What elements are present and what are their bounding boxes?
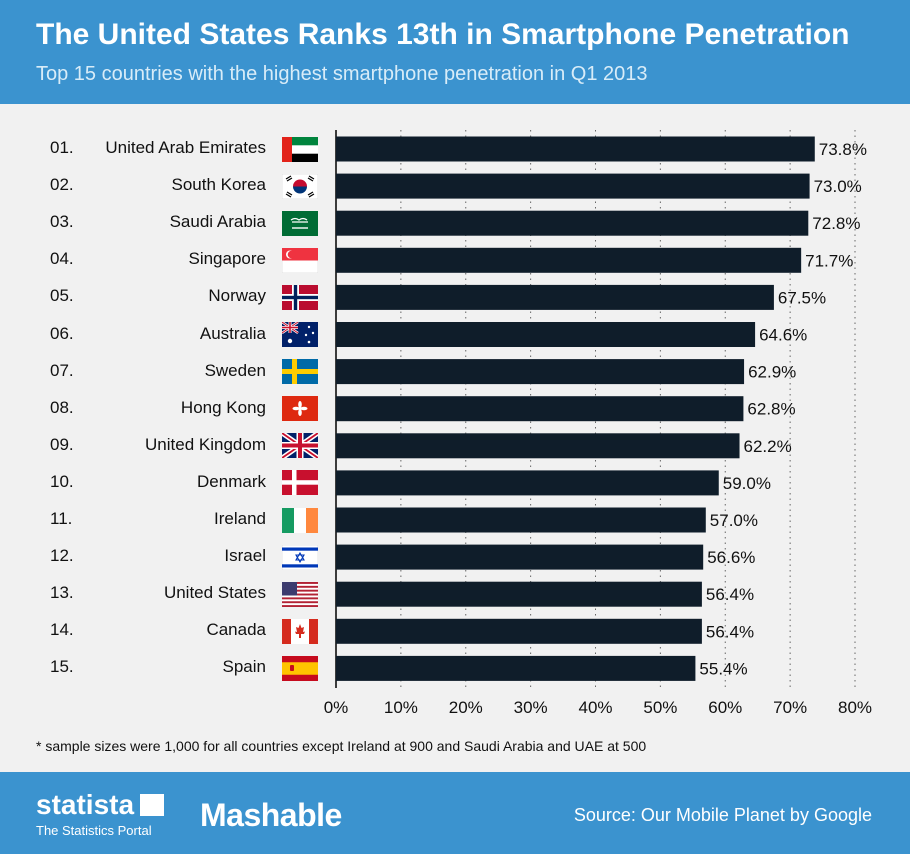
rank-label: 15.	[50, 657, 74, 677]
rank-label: 06.	[50, 323, 74, 343]
rank-label: 08.	[50, 397, 74, 417]
bar-2	[336, 173, 810, 199]
header-banner: The United States Ranks 13th in Smartpho…	[0, 0, 910, 104]
value-label-8: 62.8%	[747, 400, 795, 419]
country-label: Singapore	[188, 249, 266, 269]
bar-7	[336, 359, 745, 385]
bar-6	[336, 322, 756, 347]
tick-label-60: 60%	[708, 698, 742, 717]
rank-label: 11.	[50, 509, 73, 528]
australia-flag-icon	[281, 320, 318, 347]
country-label: South Korea	[171, 175, 266, 195]
bar-3	[336, 210, 809, 236]
statista-tagline: The Statistics Portal	[36, 823, 152, 838]
value-label-10: 59.0%	[723, 474, 771, 493]
rank-label: 04.	[50, 249, 74, 269]
source-note: Source: Our Mobile Planet by Google	[573, 805, 872, 825]
chart-subtitle: Top 15 countries with the highest smartp…	[36, 63, 648, 85]
value-label-11: 57.0%	[710, 511, 758, 530]
chart-title: The United States Ranks 13th in Smartpho…	[36, 18, 850, 51]
bar-9	[336, 433, 740, 459]
rank-label: 07.	[50, 360, 74, 380]
value-label-12: 56.6%	[707, 548, 755, 567]
singapore-flag-icon	[281, 247, 319, 274]
country-label: Denmark	[197, 471, 266, 491]
value-label-13: 56.4%	[706, 585, 754, 604]
rank-label: 09.	[50, 434, 74, 454]
tick-label-20: 20%	[449, 698, 483, 717]
rank-label: 12.	[50, 546, 74, 566]
footnote: * sample sizes were 1,000 for all countr…	[36, 738, 647, 754]
bar-4	[336, 247, 802, 273]
sweden-flag-icon	[282, 359, 318, 385]
bar-1	[336, 136, 815, 162]
rank-label: 14.	[50, 620, 74, 640]
country-label: Saudi Arabia	[169, 212, 266, 232]
value-label-9: 62.2%	[744, 437, 792, 456]
tick-label-10: 10%	[384, 698, 418, 717]
country-label: Israel	[224, 546, 266, 566]
spain-flag-icon	[282, 655, 318, 681]
country-label: United States	[163, 583, 266, 603]
tick-label-70: 70%	[773, 698, 807, 717]
tick-label-0: 0%	[324, 698, 349, 717]
rank-label: 13.	[50, 583, 74, 603]
value-label-6: 64.6%	[759, 326, 807, 345]
value-label-15: 55.4%	[699, 659, 747, 678]
footer-banner: statista The Statistics Portal Mashable …	[0, 772, 910, 854]
saudi-arabia-flag-icon	[282, 210, 318, 236]
value-label-2: 73.0%	[814, 177, 862, 196]
bar-10	[336, 470, 719, 496]
uk-flag-icon	[280, 431, 320, 461]
denmark-flag-icon	[282, 470, 318, 496]
statista-logo-icon	[140, 794, 164, 816]
south-korea-flag-icon	[281, 173, 319, 199]
value-label-14: 56.4%	[706, 622, 754, 641]
country-label: Ireland	[214, 509, 266, 528]
value-label-7: 62.9%	[748, 363, 796, 382]
bar-15	[336, 655, 696, 681]
tick-label-50: 50%	[643, 698, 677, 717]
norway-flag-icon	[282, 284, 318, 310]
bar-chart: 73.8% 73.0% 72.8% 71.7% 67.5% 64.6% 62.9% 62.8%…	[324, 130, 872, 717]
value-label-3: 72.8%	[812, 214, 860, 233]
country-label: Canada	[206, 620, 266, 640]
country-label: Sweden	[204, 360, 266, 380]
ireland-flag-icon	[282, 507, 318, 533]
country-label: Norway	[208, 286, 266, 306]
value-label-1: 73.8%	[819, 140, 867, 159]
canada-flag-icon	[282, 618, 318, 644]
country-label: Hong Kong	[180, 397, 266, 417]
rank-label: 10.	[50, 471, 74, 491]
country-label: United Kingdom	[145, 434, 266, 454]
bar-8	[336, 396, 744, 422]
rank-label: 02.	[50, 175, 74, 195]
usa-flag-icon	[282, 581, 318, 607]
tick-label-40: 40%	[578, 698, 612, 717]
country-label: Australia	[199, 323, 266, 343]
bar-12	[336, 544, 704, 570]
tick-label-30: 30%	[514, 698, 548, 717]
rank-label: 03.	[50, 212, 74, 232]
mashable-logo: Mashable	[200, 797, 342, 833]
israel-flag-icon	[281, 544, 319, 570]
rank-label: 05.	[50, 286, 74, 306]
uae-flag-icon	[282, 136, 318, 162]
value-label-4: 71.7%	[805, 251, 853, 270]
bar-5	[336, 284, 774, 310]
bar-11	[336, 507, 706, 533]
hong-kong-flag-icon	[282, 396, 318, 422]
tick-label-80: 80%	[838, 698, 872, 717]
value-label-5: 67.5%	[778, 288, 826, 307]
country-label: United Arab Emirates	[105, 138, 266, 157]
statista-logo: statista	[36, 789, 135, 820]
country-label: Spain	[222, 657, 266, 677]
bar-14	[336, 618, 702, 644]
rank-label: 01.	[50, 138, 74, 157]
bar-13	[336, 581, 702, 607]
